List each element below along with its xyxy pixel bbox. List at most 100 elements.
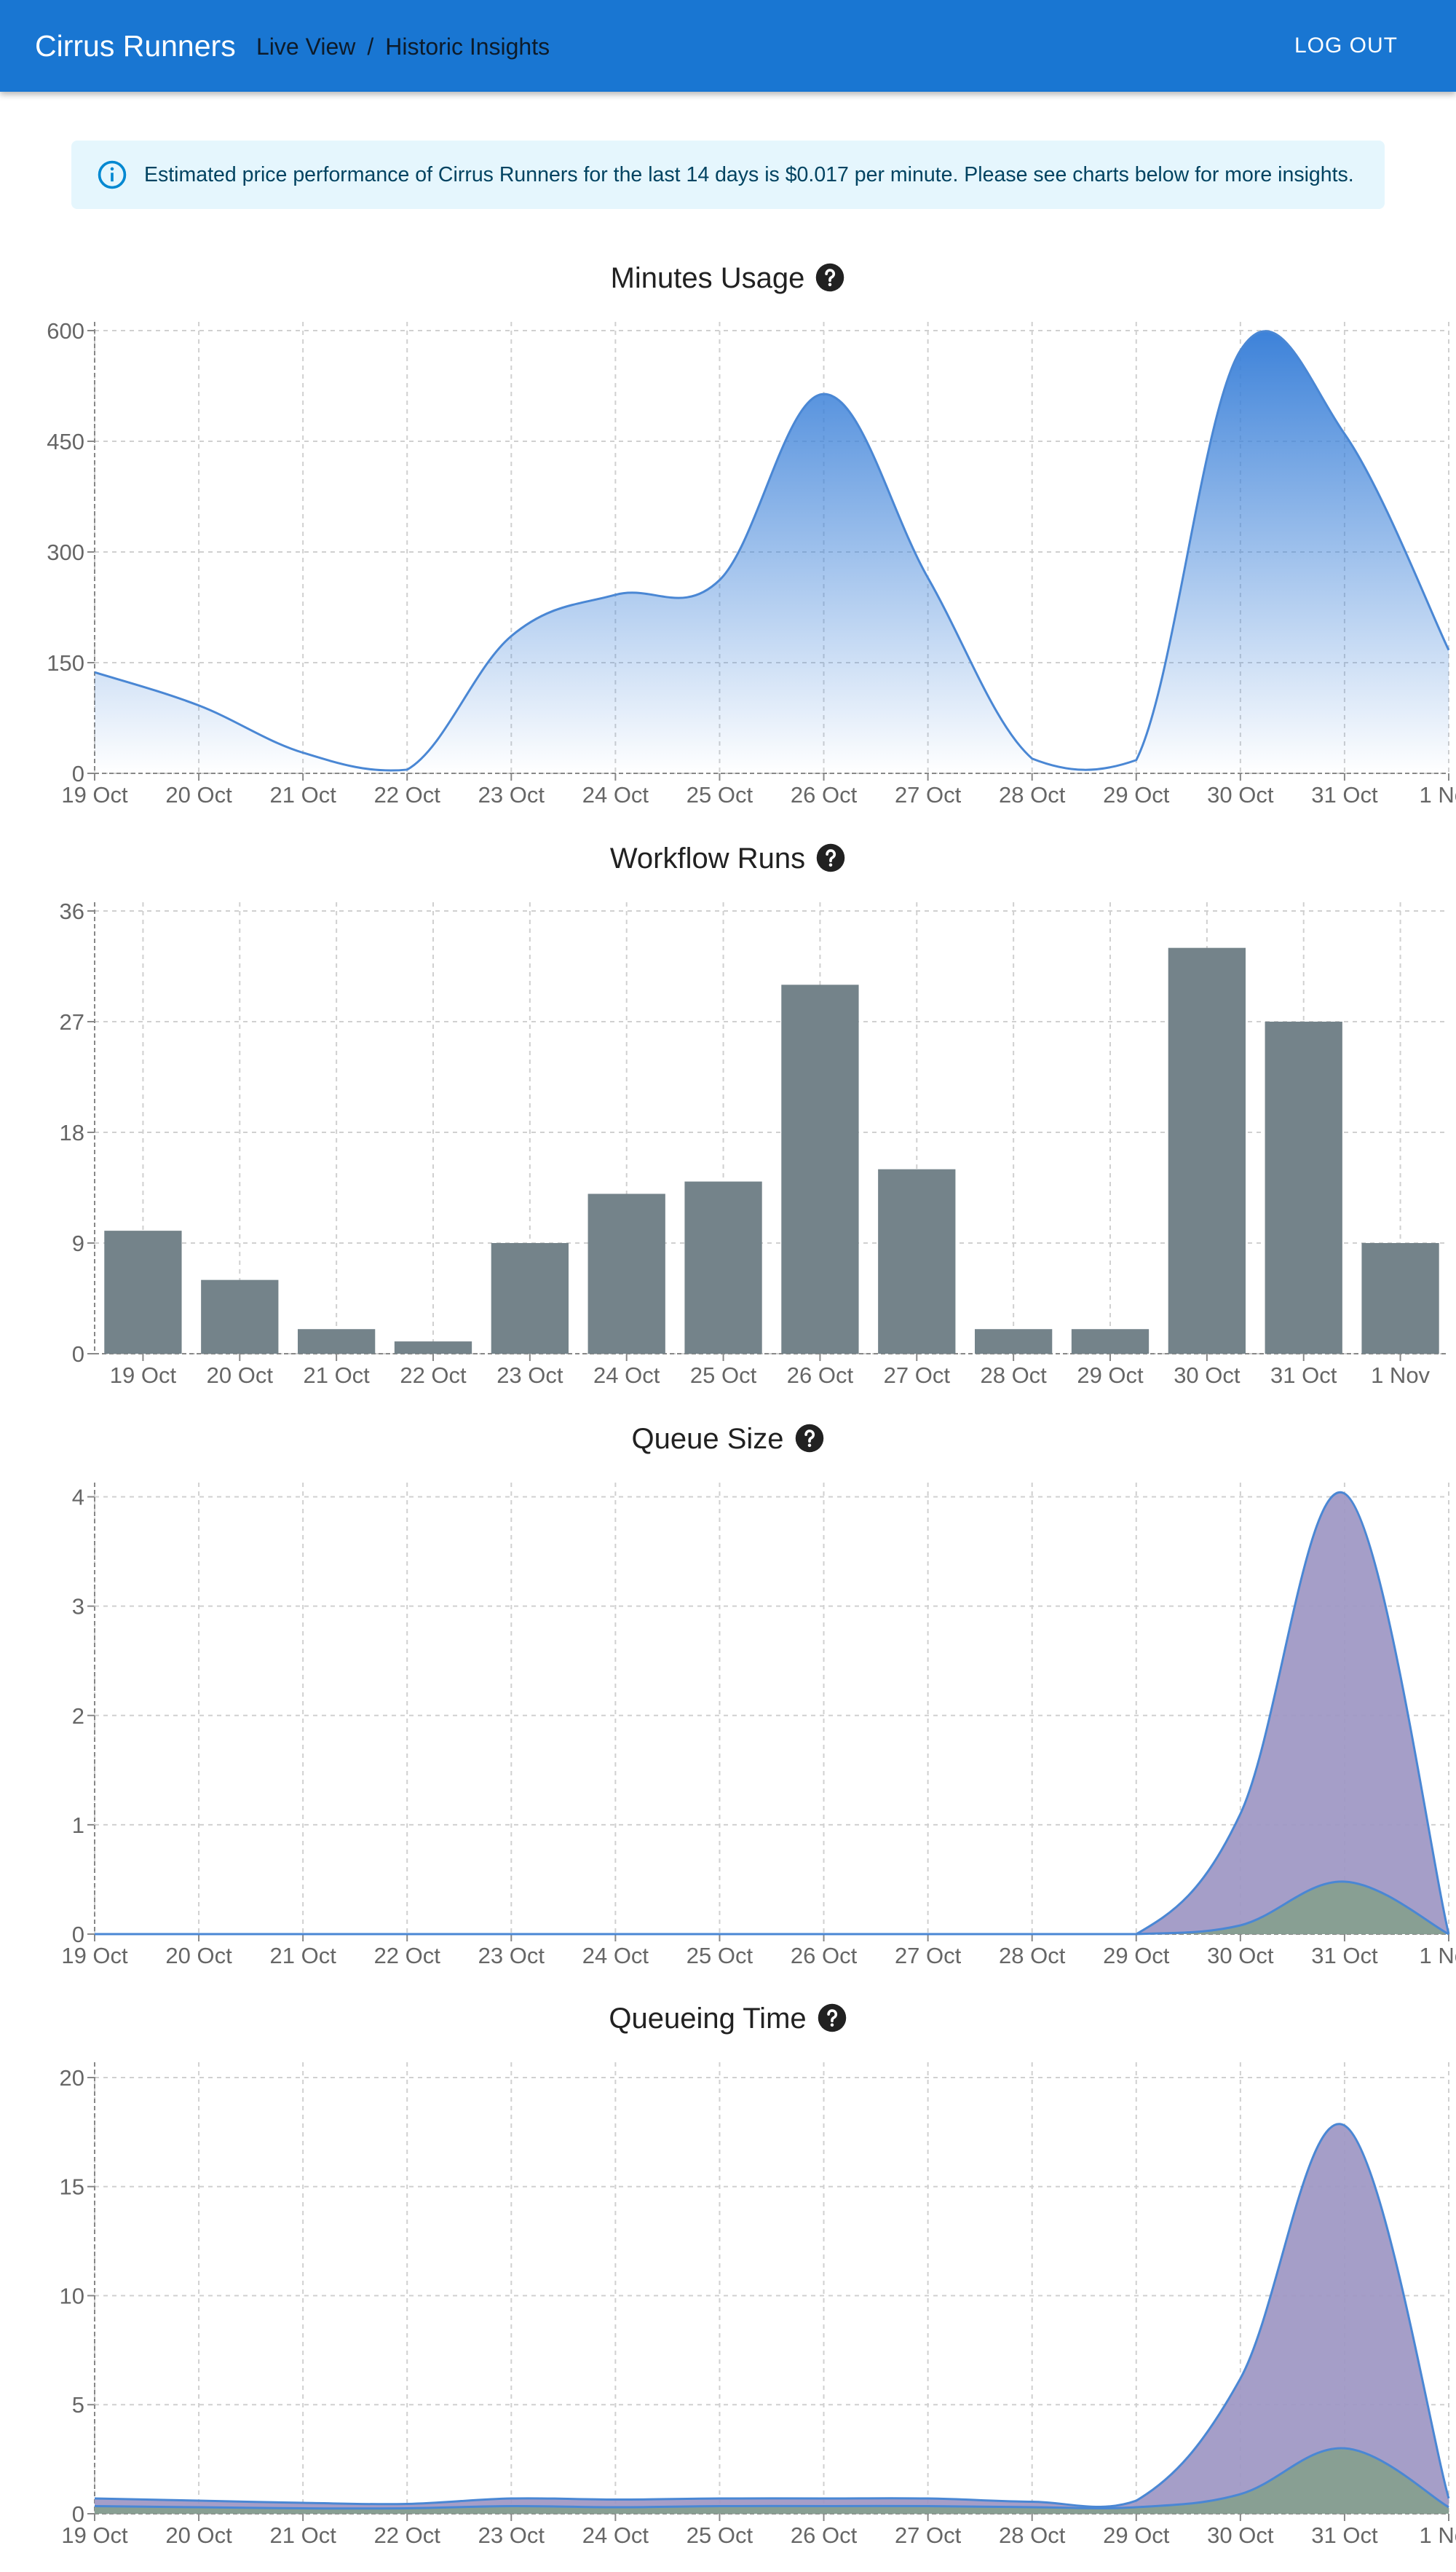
workflow-runs-chart: 0 9 18 27 36 19 Oct 20 Oct 21 Oct 22 Oct 23 Oct 24…: [60, 899, 1449, 1388]
y-tick-label: 15: [60, 2174, 84, 2200]
chart-title-text: Minutes Usage: [610, 262, 805, 294]
bar: [394, 1341, 472, 1354]
x-tick-label: 24 Oct: [593, 1362, 660, 1388]
x-tick-label: 29 Oct: [1103, 1943, 1170, 1968]
x-tick-label: 21 Oct: [269, 1943, 336, 1968]
x-tick-label: 27 Oct: [895, 2522, 962, 2548]
breadcrumb-live-view[interactable]: Live View: [256, 33, 356, 60]
x-tick-label: 23 Oct: [478, 2522, 545, 2548]
bar: [298, 1329, 376, 1354]
queue-size-title: Queue Size: [0, 1423, 1456, 1456]
y-tick-label: 9: [72, 1231, 84, 1256]
x-tick-label: 29 Oct: [1103, 782, 1170, 808]
x-tick-label: 1 Nov: [1420, 782, 1456, 808]
x-tick-label: 28 Oct: [980, 1362, 1047, 1388]
y-tick-label: 36: [60, 899, 84, 924]
x-tick-label: 20 Oct: [207, 1362, 274, 1388]
chart-title-text: Queueing Time: [609, 2003, 807, 2035]
x-tick-label: 24 Oct: [582, 782, 649, 808]
y-tick-label: 27: [60, 1009, 84, 1035]
chart-title-text: Queue Size: [631, 1423, 784, 1455]
x-tick-label: 28 Oct: [999, 782, 1066, 808]
app-bar: Cirrus Runners Live View / Historic Insigh…: [0, 0, 1456, 92]
x-tick-label: 26 Oct: [791, 782, 858, 808]
help-circle-icon[interactable]: [815, 262, 845, 293]
x-tick-label: 22 Oct: [400, 1362, 467, 1388]
bar: [878, 1169, 956, 1354]
x-tick-label: 30 Oct: [1174, 1362, 1241, 1388]
y-tick-label: 150: [47, 650, 84, 676]
help-circle-icon[interactable]: [815, 843, 846, 873]
area-fill: [95, 2448, 1449, 2514]
x-tick-label: 26 Oct: [787, 1362, 854, 1388]
x-tick-label: 19 Oct: [61, 1943, 128, 1968]
x-tick-label: 25 Oct: [687, 1943, 753, 1968]
bar: [104, 1231, 182, 1354]
x-tick-label: 27 Oct: [884, 1362, 951, 1388]
x-tick-label: 31 Oct: [1270, 1362, 1337, 1388]
x-tick-label: 25 Oct: [687, 2522, 753, 2548]
x-tick-label: 19 Oct: [61, 782, 128, 808]
x-tick-label: 30 Oct: [1207, 2522, 1274, 2548]
bar: [1168, 947, 1246, 1354]
y-tick-label: 4: [72, 1485, 84, 1510]
bar: [491, 1243, 569, 1354]
x-tick-label: 22 Oct: [374, 1943, 441, 1968]
help-circle-icon[interactable]: [817, 2003, 847, 2033]
info-icon: [98, 160, 127, 189]
x-tick-label: 22 Oct: [374, 2522, 441, 2548]
y-tick-label: 5: [72, 2392, 84, 2418]
x-tick-label: 21 Oct: [269, 782, 336, 808]
bar: [1071, 1329, 1150, 1354]
y-tick-label: 0: [72, 761, 84, 786]
logout-button[interactable]: LOG OUT: [1294, 33, 1398, 58]
breadcrumb-separator: /: [367, 33, 374, 60]
minutes-usage-title: Minutes Usage: [0, 262, 1456, 295]
x-tick-label: 26 Oct: [791, 1943, 858, 1968]
x-tick-label: 29 Oct: [1103, 2522, 1170, 2548]
bar: [587, 1194, 665, 1354]
bar: [684, 1181, 762, 1354]
queueing-time-chart: 0 5 10 15 20 19 Oct 20 Oct 21 Oct 22 Oct 23 Oct 24…: [60, 2062, 1456, 2548]
x-tick-label: 23 Oct: [478, 1943, 545, 1968]
x-tick-label: 24 Oct: [582, 2522, 649, 2548]
minutes-usage-chart: 0 150 300 450 600 19 Oct 20 Oct 21 Oct 22 Oct 23 …: [47, 318, 1456, 808]
y-tick-label: 3: [72, 1594, 84, 1620]
x-tick-label: 19 Oct: [61, 2522, 128, 2548]
queue-size-chart: 0 1 2 3 4 19 Oct 20 Oct 21 Oct 22 Oct 23 Oct 24 Oc…: [61, 1483, 1456, 1968]
series-line: [94, 2447, 1449, 2510]
x-tick-label: 27 Oct: [895, 1943, 962, 1968]
help-circle-icon[interactable]: [794, 1423, 825, 1453]
area-fill: [95, 2123, 1449, 2514]
x-tick-label: 1 Nov: [1420, 1943, 1456, 1968]
x-tick-label: 31 Oct: [1311, 782, 1378, 808]
bar: [1361, 1243, 1439, 1354]
series-line: [94, 330, 1450, 772]
x-tick-label: 20 Oct: [165, 782, 232, 808]
app-title[interactable]: Cirrus Runners: [35, 29, 236, 63]
x-tick-label: 31 Oct: [1311, 2522, 1378, 2548]
bar: [201, 1279, 279, 1354]
x-tick-label: 25 Oct: [690, 1362, 757, 1388]
series-line: [94, 2123, 1450, 2509]
x-tick-label: 23 Oct: [478, 782, 545, 808]
x-tick-label: 31 Oct: [1311, 1943, 1378, 1968]
y-tick-label: 0: [72, 1341, 84, 1367]
x-tick-label: 30 Oct: [1207, 1943, 1274, 1968]
y-tick-label: 0: [72, 2501, 84, 2527]
y-tick-label: 10: [60, 2283, 84, 2308]
bar: [781, 985, 859, 1354]
series-line: [94, 1880, 1449, 1936]
info-alert: Estimated price performance of Cirrus Ru…: [71, 141, 1385, 209]
bar: [975, 1329, 1053, 1354]
y-tick-label: 450: [47, 429, 84, 454]
x-tick-label: 30 Oct: [1207, 782, 1274, 808]
x-tick-label: 1 Nov: [1420, 2522, 1456, 2548]
breadcrumb-current: Historic Insights: [385, 33, 550, 60]
y-tick-label: 20: [60, 2065, 84, 2091]
workflow-runs-title: Workflow Runs: [0, 843, 1456, 875]
y-tick-label: 2: [72, 1703, 84, 1729]
area-fill: [95, 1881, 1449, 1934]
x-tick-label: 28 Oct: [999, 2522, 1066, 2548]
x-tick-label: 21 Oct: [303, 1362, 370, 1388]
